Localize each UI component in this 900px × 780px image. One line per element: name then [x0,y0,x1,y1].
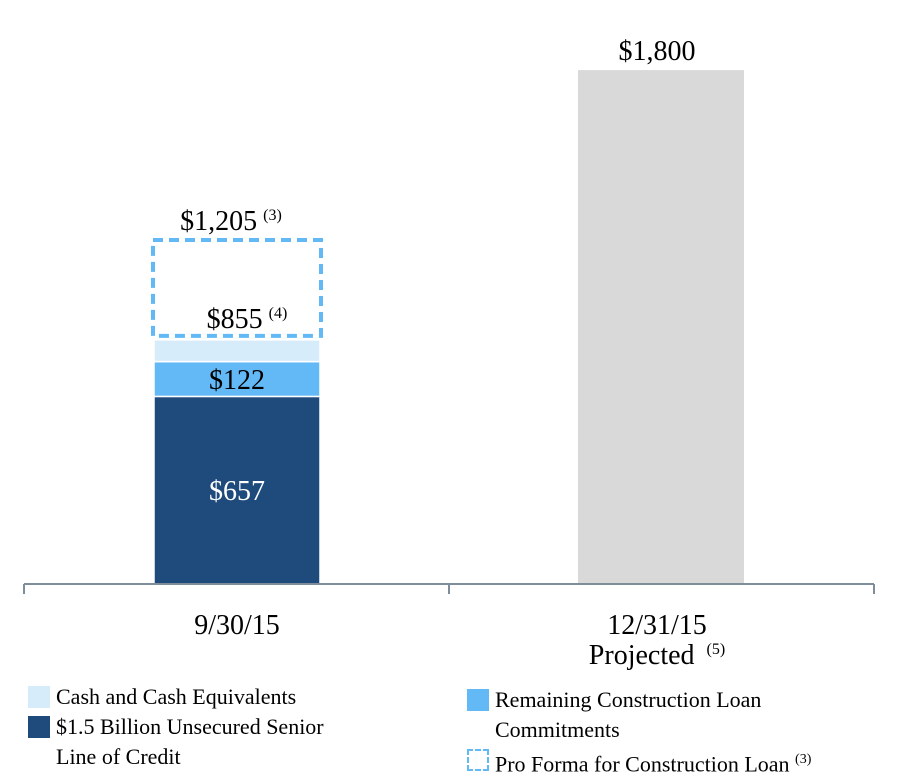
pro-forma-label: $1,205 (3) [180,206,282,237]
stack-total-label: $855 (4) [207,304,288,335]
legend-label-line-of-credit-1: $1.5 Billion Unsecured Senior [56,714,324,739]
projected-bar [578,70,744,585]
legend-swatch-cash [28,686,50,708]
x-tick-label-2: 12/31/15 [607,610,707,641]
x-tick-label-1: 9/30/15 [194,610,280,641]
stack-segment-3 [153,339,321,363]
stack-segment-label-1: $657 [209,476,265,507]
stack-total-note: (4) [269,305,288,322]
legend-label-pro-forma: Pro Forma for Construction Loan [495,751,790,777]
legend-swatch-pro-forma [467,749,489,771]
legend-swatch-construction [467,689,489,711]
legend-label-line-of-credit-2: Line of Credit [56,744,181,769]
legend-swatch-line-of-credit [28,716,50,738]
projected-bar-label: $1,800 [619,36,696,67]
pro-forma-box [151,237,323,338]
stack-segment-1 [153,395,321,585]
stack-segment-2 [153,360,321,398]
legend-label-cash: Cash and Cash Equivalents [56,684,297,709]
legend-label-construction-1: Remaining Construction Loan [495,687,762,712]
pro-forma-note: (3) [263,207,282,224]
legend-label-construction-2: Commitments [495,717,620,742]
stack-segment-label-2: $122 [209,365,265,396]
legend-note-pro-forma: (3) [795,752,812,767]
x-tick-label-2-sub: Projected (5) [589,640,725,671]
x-tick-label-2-note: (5) [707,641,726,658]
